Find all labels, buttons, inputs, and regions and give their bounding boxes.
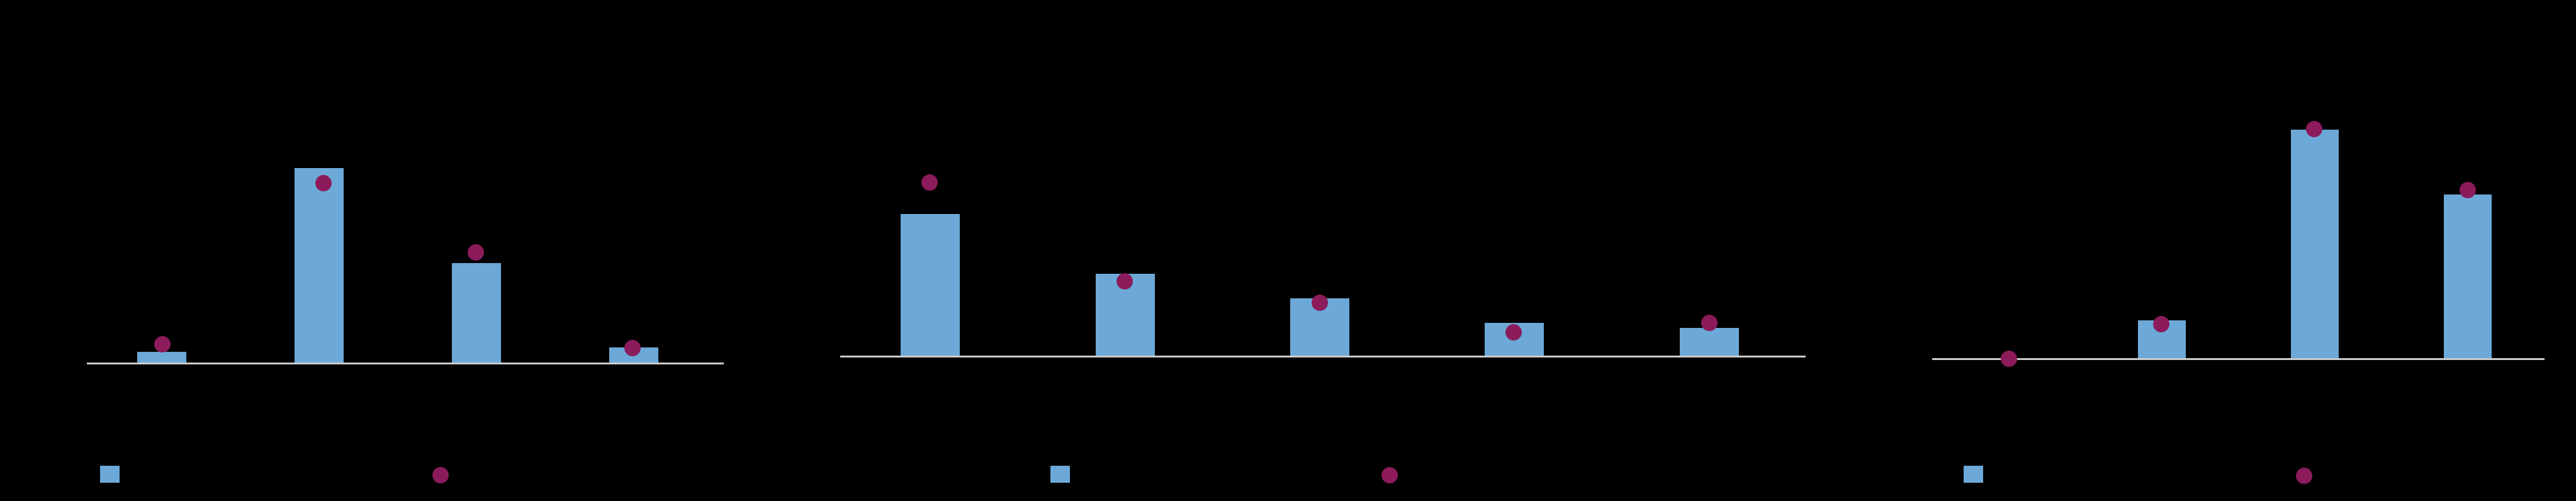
dot-marker [1701,315,1718,331]
bar [452,263,501,363]
legend-bar-swatch [100,466,120,483]
dot-marker [315,175,332,191]
bar [2291,130,2339,358]
dot-marker [624,340,641,356]
dot-marker [154,336,171,352]
dot-marker [468,244,484,261]
legend-dot-swatch [2296,468,2312,484]
dot-marker [1505,324,1522,341]
legend-bar-swatch [1050,466,1070,483]
bar [1680,328,1739,356]
bar [901,214,960,356]
dot-marker [1312,295,1328,311]
x-axis-line [1932,358,2545,360]
x-axis-line [87,363,724,364]
dot-marker [2001,351,2017,367]
legend-bar-swatch [1964,466,1983,483]
legend-dot-swatch [432,467,449,483]
dot-marker [921,174,938,191]
x-axis-line [840,356,1806,357]
dot-marker [2460,182,2476,198]
legend-dot-swatch [1381,467,1398,483]
bar [2444,194,2492,358]
dot-marker [2153,316,2169,332]
bar [295,168,344,363]
bar [137,352,186,363]
dot-marker [2306,121,2322,137]
dot-marker [1116,273,1133,290]
